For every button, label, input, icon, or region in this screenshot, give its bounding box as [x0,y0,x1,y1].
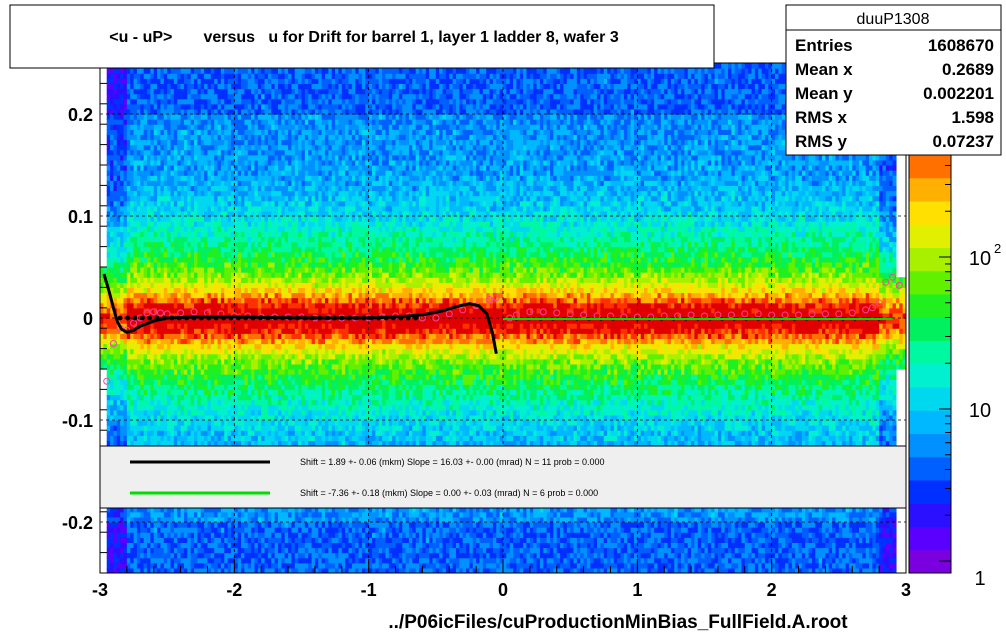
histogram-canvas: -3-2-10123-0.2-0.100.10.2 1101023 Shift … [0,0,1006,637]
root-canvas: -3-2-10123-0.2-0.100.10.2 1101023 Shift … [0,0,1006,637]
